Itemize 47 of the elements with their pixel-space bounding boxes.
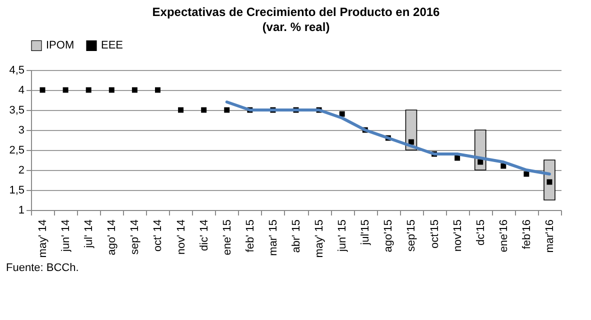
y-tick-label: 2,5 — [9, 144, 24, 156]
x-tick-label: ene'16 — [498, 220, 510, 252]
x-tick-label: sep'15 — [406, 220, 418, 252]
x-tick-label: dic' 14 — [198, 220, 210, 251]
x-tick-label: mar'16 — [544, 220, 556, 253]
x-tick-label: may' 14 — [37, 220, 50, 258]
x-tick-label: mar' 15 — [267, 220, 280, 256]
line-series — [225, 100, 551, 176]
chart-subtitle: (var. % real) — [262, 20, 330, 34]
point — [40, 87, 46, 93]
y-tick-label: 4 — [18, 84, 24, 96]
point — [155, 87, 160, 93]
x-tick-label: ene' 15 — [221, 220, 234, 256]
x-tick-label: ago'15 — [382, 220, 395, 252]
x-tick-label: nov' 14 — [175, 220, 188, 255]
y-tick-label: 2 — [18, 164, 24, 176]
x-tick-label: may' 15 — [314, 220, 326, 258]
point — [201, 107, 207, 113]
x-tick-label: oct'15 — [428, 220, 441, 249]
x-tick-label: jun' 14 — [60, 220, 72, 253]
x-tick-label: jul' 14 — [83, 220, 96, 249]
point — [224, 107, 230, 113]
x-tick-label: oct' 14 — [152, 220, 164, 252]
point — [132, 87, 138, 93]
legend-label: IPOM — [46, 40, 74, 52]
y-tick-label: 1,5 — [9, 184, 24, 196]
point — [546, 179, 552, 185]
point — [108, 87, 114, 93]
point — [178, 107, 184, 113]
chart-title: Expectativas de Crecimiento del Producto en 2016 — [152, 5, 440, 19]
x-tick-label: feb'16 — [520, 220, 533, 250]
x-tick-label: jun' 15 — [336, 220, 349, 253]
point — [62, 87, 68, 93]
y-tick-label: 1 — [18, 204, 24, 216]
x-tick-label: jul'15 — [360, 220, 372, 246]
x-tick-label: dc'15 — [474, 220, 487, 246]
y-tick-label: 4,5 — [9, 64, 24, 76]
legend-label: EEE — [101, 40, 124, 52]
point — [86, 87, 92, 93]
y-tick-label: 3 — [18, 124, 24, 136]
x-tick-label: ago' 14 — [106, 220, 118, 256]
x-tick-label: feb' 15 — [244, 220, 256, 252]
x-tick-label: abr' 15 — [290, 220, 302, 253]
source-note: Fuente: BCCh. — [6, 262, 80, 274]
x-tick-label: sep' 14 — [129, 220, 142, 255]
y-tick-label: 3,5 — [9, 104, 24, 116]
x-tick-label: nov'15 — [452, 220, 464, 252]
